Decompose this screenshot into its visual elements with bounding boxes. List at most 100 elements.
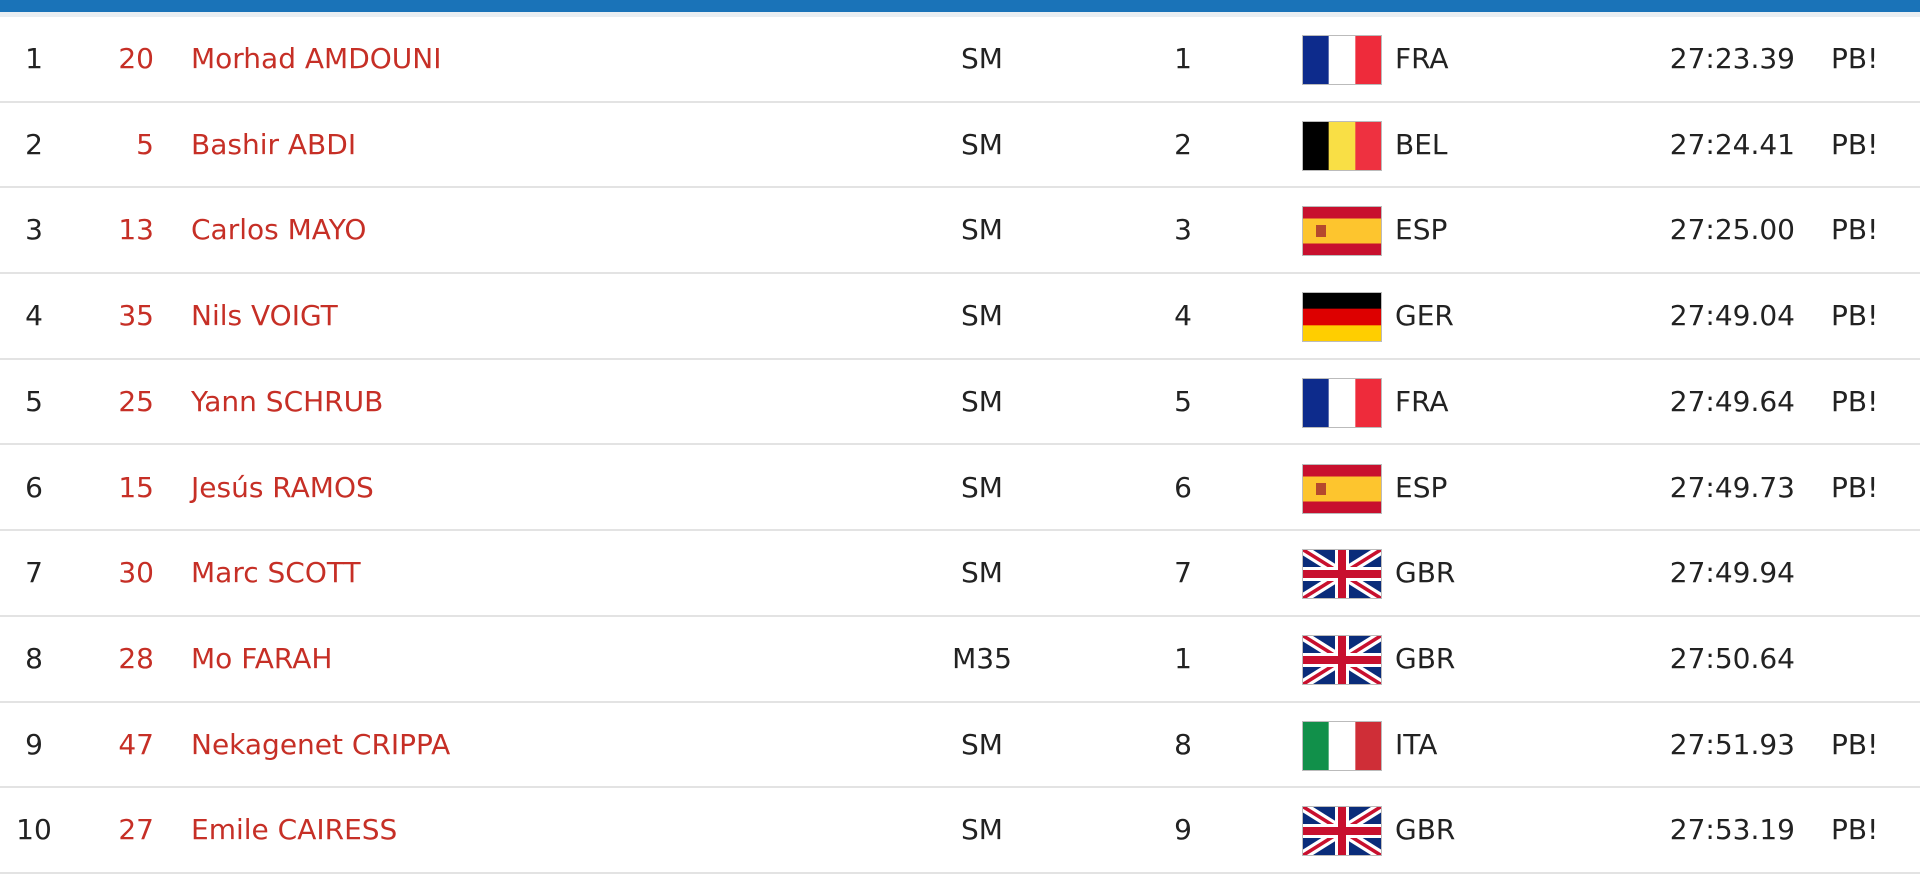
position: 3: [25, 213, 43, 247]
note: PB!: [1831, 127, 1879, 161]
bib-number: 15: [118, 470, 154, 504]
flag: [1302, 292, 1382, 343]
category: M35: [952, 641, 1012, 675]
category-rank: 7: [1174, 556, 1192, 590]
category-rank: 1: [1174, 42, 1192, 75]
category: SM: [961, 299, 1003, 333]
result-row: 9 47 Nekagenet CRIPPA SM 8 ITA 27:51.93 PB!: [0, 703, 1920, 789]
category: SM: [961, 556, 1003, 590]
athlete-name[interactable]: Jesús RAMOS: [191, 470, 374, 504]
position: 1: [25, 42, 43, 75]
flag: [1302, 720, 1382, 771]
category-rank: 9: [1174, 813, 1192, 847]
category: SM: [961, 213, 1003, 247]
position: 4: [25, 299, 43, 333]
result-row: 8 28 Mo FARAH M35 1 GBR 27:50.64: [0, 617, 1920, 703]
country-code: ESP: [1395, 213, 1448, 247]
category: SM: [961, 384, 1003, 418]
finish-time: 27:51.93: [1669, 727, 1795, 761]
note: PB!: [1831, 384, 1879, 418]
position: 7: [25, 556, 43, 590]
bib-number: 28: [118, 641, 154, 675]
athlete-name[interactable]: Carlos MAYO: [191, 213, 367, 247]
note: PB!: [1831, 727, 1879, 761]
category: SM: [961, 727, 1003, 761]
country-code: ESP: [1395, 470, 1448, 504]
bib-number: 35: [118, 299, 154, 333]
athlete-name[interactable]: Marc SCOTT: [191, 556, 361, 590]
flag: [1302, 634, 1382, 685]
finish-time: 27:49.73: [1669, 470, 1795, 504]
note: PB!: [1831, 813, 1879, 847]
position: 5: [25, 384, 43, 418]
position: 2: [25, 127, 43, 161]
result-row: 4 35 Nils VOIGT SM 4 GER 27:49.04 PB!: [0, 274, 1920, 360]
bib-number: 13: [118, 213, 154, 247]
bib-number: 5: [136, 127, 154, 161]
category: SM: [961, 470, 1003, 504]
finish-time: 27:49.04: [1669, 299, 1795, 333]
result-row: 10 27 Emile CAIRESS SM 9 GBR 27:53.19 PB!: [0, 788, 1920, 874]
category-rank: 6: [1174, 470, 1192, 504]
category-rank: 4: [1174, 299, 1192, 333]
bib-number: 20: [118, 42, 154, 75]
result-row: 7 30 Marc SCOTT SM 7 GBR 27:49.94: [0, 531, 1920, 617]
result-row: 5 25 Yann SCHRUB SM 5 FRA 27:49.64 PB!: [0, 360, 1920, 446]
finish-time: 27:49.64: [1669, 384, 1795, 418]
category-rank: 5: [1174, 384, 1192, 418]
category-rank: 8: [1174, 727, 1192, 761]
flag: [1302, 35, 1382, 85]
bib-number: 30: [118, 556, 154, 590]
athlete-name[interactable]: Nekagenet CRIPPA: [191, 727, 451, 761]
athlete-name[interactable]: Mo FARAH: [191, 641, 333, 675]
flag: [1302, 206, 1382, 257]
note: PB!: [1831, 470, 1879, 504]
category: SM: [961, 127, 1003, 161]
country-code: ITA: [1395, 727, 1438, 761]
note: PB!: [1831, 213, 1879, 247]
position: 10: [16, 813, 52, 847]
country-code: GBR: [1395, 556, 1456, 590]
bib-number: 47: [118, 727, 154, 761]
finish-time: 27:53.19: [1669, 813, 1795, 847]
finish-time: 27:25.00: [1669, 213, 1795, 247]
country-code: GBR: [1395, 813, 1456, 847]
country-code: GBR: [1395, 641, 1456, 675]
athlete-name[interactable]: Nils VOIGT: [191, 299, 338, 333]
category-rank: 2: [1174, 127, 1192, 161]
flag: [1302, 120, 1382, 171]
athlete-name[interactable]: Morhad AMDOUNI: [191, 42, 442, 75]
athlete-name[interactable]: Yann SCHRUB: [191, 384, 384, 418]
athlete-name[interactable]: Emile CAIRESS: [191, 813, 398, 847]
bib-number: 25: [118, 384, 154, 418]
note: PB!: [1831, 42, 1879, 75]
flag: [1302, 377, 1382, 428]
category-rank: 1: [1174, 641, 1192, 675]
result-row: 3 13 Carlos MAYO SM 3 ESP 27:25.00 PB!: [0, 188, 1920, 275]
top-bar: [0, 0, 1920, 12]
flag: [1302, 806, 1382, 857]
position: 9: [25, 727, 43, 761]
result-row: 1 20 Morhad AMDOUNI SM 1 FRA 27:23.39 PB!: [0, 17, 1920, 103]
country-code: FRA: [1395, 384, 1449, 418]
position: 8: [25, 641, 43, 675]
category: SM: [961, 42, 1003, 75]
bib-number: 27: [118, 813, 154, 847]
category: SM: [961, 813, 1003, 847]
finish-time: 27:49.94: [1669, 556, 1795, 590]
result-row: 6 15 Jesús RAMOS SM 6 ESP 27:49.73 PB!: [0, 446, 1920, 532]
category-rank: 3: [1174, 213, 1192, 247]
top-line: [0, 12, 1920, 17]
result-row: 2 5 Bashir ABDI SM 2 BEL 27:24.41 PB!: [0, 103, 1920, 189]
country-code: FRA: [1395, 42, 1449, 75]
athlete-name[interactable]: Bashir ABDI: [191, 127, 357, 161]
flag: [1302, 463, 1382, 514]
note: PB!: [1831, 299, 1879, 333]
country-code: GER: [1395, 299, 1454, 333]
finish-time: 27:50.64: [1669, 641, 1795, 675]
position: 6: [25, 470, 43, 504]
finish-time: 27:24.41: [1669, 127, 1795, 161]
country-code: BEL: [1395, 127, 1448, 161]
flag: [1302, 549, 1382, 600]
